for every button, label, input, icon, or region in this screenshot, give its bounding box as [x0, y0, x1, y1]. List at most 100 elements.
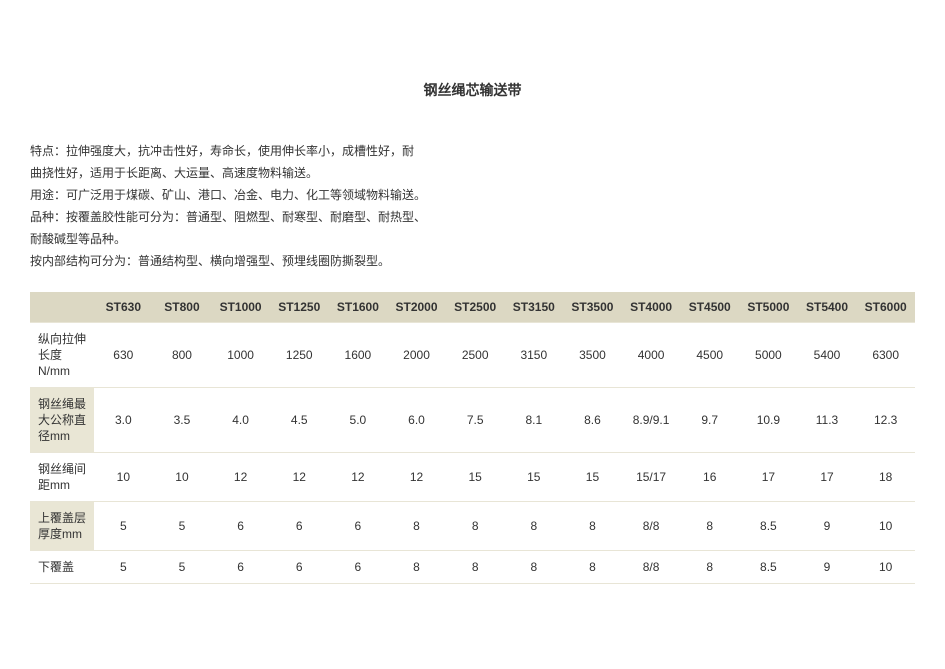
description-line: 特点：拉伸强度大，抗冲击性好，寿命长，使用伸长率小，成槽性好，耐: [30, 140, 915, 162]
cell: 10: [94, 453, 153, 502]
cell: 15: [446, 453, 505, 502]
cell: 1000: [211, 323, 270, 388]
cell: 12.3: [856, 388, 915, 453]
cell: 8: [446, 551, 505, 584]
cell: 8: [387, 502, 446, 551]
cell: 15/17: [622, 453, 681, 502]
cell: 8.9/9.1: [622, 388, 681, 453]
cell: 8: [680, 502, 739, 551]
table-body: 纵向拉伸长度N/mm630800100012501600200025003150…: [30, 323, 915, 584]
col-header: ST1250: [270, 292, 329, 323]
description-block: 特点：拉伸强度大，抗冲击性好，寿命长，使用伸长率小，成槽性好，耐 曲挠性好，适用…: [30, 140, 915, 272]
cell: 8/8: [622, 502, 681, 551]
row-label: 钢丝绳间距mm: [30, 453, 94, 502]
cell: 10: [856, 502, 915, 551]
cell: 17: [739, 453, 798, 502]
cell: 5: [94, 502, 153, 551]
cell: 9.7: [680, 388, 739, 453]
cell: 8.5: [739, 502, 798, 551]
cell: 630: [94, 323, 153, 388]
cell: 8.5: [739, 551, 798, 584]
cell: 12: [270, 453, 329, 502]
cell: 10.9: [739, 388, 798, 453]
cell: 5.0: [329, 388, 388, 453]
cell: 6.0: [387, 388, 446, 453]
cell: 5400: [798, 323, 857, 388]
cell: 2500: [446, 323, 505, 388]
cell: 5000: [739, 323, 798, 388]
cell: 6: [211, 551, 270, 584]
table-row: 钢丝绳间距mm10101212121215151515/1716171718: [30, 453, 915, 502]
cell: 4.5: [270, 388, 329, 453]
cell: 18: [856, 453, 915, 502]
cell: 10: [856, 551, 915, 584]
cell: 15: [504, 453, 563, 502]
col-header: ST6000: [856, 292, 915, 323]
cell: 15: [563, 453, 622, 502]
table-row: 纵向拉伸长度N/mm630800100012501600200025003150…: [30, 323, 915, 388]
cell: 6: [270, 551, 329, 584]
cell: 9: [798, 502, 857, 551]
cell: 10: [153, 453, 212, 502]
cell: 2000: [387, 323, 446, 388]
col-header: ST3150: [504, 292, 563, 323]
cell: 6: [211, 502, 270, 551]
cell: 8: [680, 551, 739, 584]
cell: 3150: [504, 323, 563, 388]
cell: 5: [153, 502, 212, 551]
cell: 6: [329, 502, 388, 551]
description-line: 用途：可广泛用于煤碳、矿山、港口、冶金、电力、化工等领域物料输送。: [30, 184, 915, 206]
cell: 8.1: [504, 388, 563, 453]
cell: 12: [211, 453, 270, 502]
table-row: 下覆盖5566688888/888.5910: [30, 551, 915, 584]
cell: 16: [680, 453, 739, 502]
cell: 12: [387, 453, 446, 502]
cell: 3.5: [153, 388, 212, 453]
col-header: ST800: [153, 292, 212, 323]
cell: 8: [563, 502, 622, 551]
cell: 4500: [680, 323, 739, 388]
cell: 8: [504, 551, 563, 584]
cell: 5: [94, 551, 153, 584]
col-header: ST630: [94, 292, 153, 323]
cell: 8.6: [563, 388, 622, 453]
cell: 8: [563, 551, 622, 584]
cell: 4.0: [211, 388, 270, 453]
table-row: 上覆盖层厚度mm5566688888/888.5910: [30, 502, 915, 551]
cell: 6: [329, 551, 388, 584]
cell: 7.5: [446, 388, 505, 453]
cell: 3500: [563, 323, 622, 388]
cell: 8/8: [622, 551, 681, 584]
col-header: ST1000: [211, 292, 270, 323]
cell: 6: [270, 502, 329, 551]
row-label: 纵向拉伸长度N/mm: [30, 323, 94, 388]
spec-table: ST630 ST800 ST1000 ST1250 ST1600 ST2000 …: [30, 292, 915, 584]
col-header: ST4500: [680, 292, 739, 323]
cell: 8: [446, 502, 505, 551]
col-header: ST2500: [446, 292, 505, 323]
cell: 4000: [622, 323, 681, 388]
col-header: ST5000: [739, 292, 798, 323]
col-header: ST5400: [798, 292, 857, 323]
cell: 3.0: [94, 388, 153, 453]
table-row: 钢丝绳最大公称直径mm3.03.54.04.55.06.07.58.18.68.…: [30, 388, 915, 453]
row-label: 下覆盖: [30, 551, 94, 584]
cell: 9: [798, 551, 857, 584]
cell: 8: [387, 551, 446, 584]
col-header: ST1600: [329, 292, 388, 323]
cell: 1250: [270, 323, 329, 388]
row-label: 钢丝绳最大公称直径mm: [30, 388, 94, 453]
description-line: 品种：按覆盖胶性能可分为：普通型、阻燃型、耐寒型、耐磨型、耐热型、: [30, 206, 915, 228]
cell: 1600: [329, 323, 388, 388]
col-header: ST2000: [387, 292, 446, 323]
cell: 6300: [856, 323, 915, 388]
description-line: 耐酸碱型等品种。: [30, 228, 915, 250]
cell: 12: [329, 453, 388, 502]
header-label-blank: [30, 292, 94, 323]
description-line: 曲挠性好，适用于长距离、大运量、高速度物料输送。: [30, 162, 915, 184]
cell: 17: [798, 453, 857, 502]
col-header: ST4000: [622, 292, 681, 323]
cell: 8: [504, 502, 563, 551]
page-title: 钢丝绳芯输送带: [30, 80, 915, 100]
col-header: ST3500: [563, 292, 622, 323]
